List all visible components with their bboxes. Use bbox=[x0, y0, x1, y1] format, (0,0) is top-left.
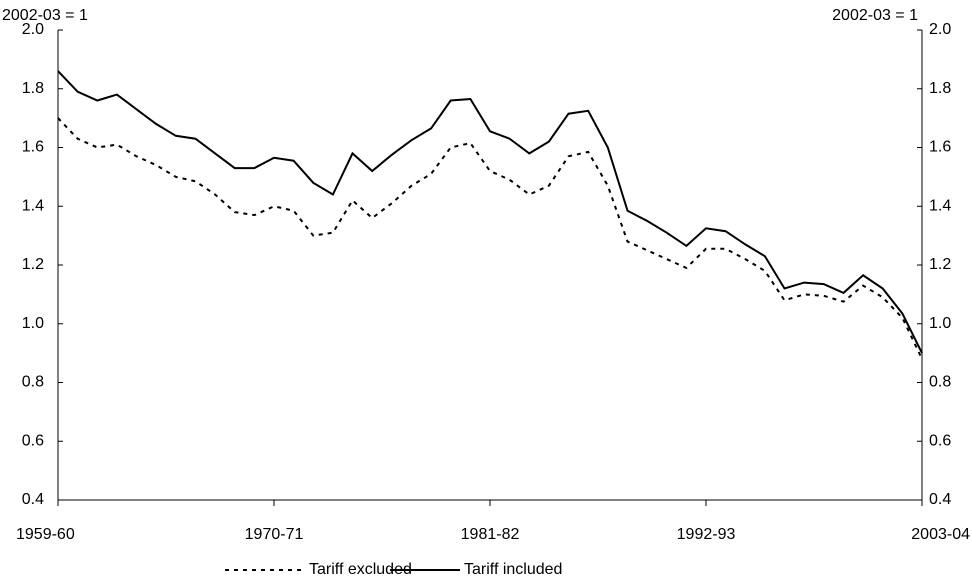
x-tick-label: 1981-82 bbox=[461, 526, 520, 543]
series-line bbox=[57, 117, 923, 360]
legend-label: Tariff included bbox=[464, 561, 562, 578]
y-tick-label: 1.0 bbox=[22, 315, 44, 332]
x-tick-label: 1959-60 bbox=[16, 526, 75, 543]
y-tick-label: 1.6 bbox=[22, 139, 44, 156]
y2-tick-label: 0.4 bbox=[929, 491, 951, 508]
y2-tick-label: 1.2 bbox=[929, 256, 951, 273]
y2-tick-label: 1.8 bbox=[929, 80, 951, 97]
y2-unit-label: 2002-03 = 1 bbox=[832, 7, 918, 24]
y-tick-label: 1.4 bbox=[22, 197, 44, 214]
legend-label: Tariff excluded bbox=[309, 561, 412, 578]
y-tick-label: 0.4 bbox=[22, 491, 44, 508]
x-tick-label: 2003-04 bbox=[911, 526, 970, 543]
y-tick-label: 0.6 bbox=[22, 432, 44, 449]
y-tick-label: 1.2 bbox=[22, 256, 44, 273]
y-tick-label: 1.8 bbox=[22, 80, 44, 97]
y2-tick-label: 1.4 bbox=[929, 197, 951, 214]
y-tick-label: 2.0 bbox=[22, 21, 44, 38]
y2-tick-label: 0.6 bbox=[929, 432, 951, 449]
y2-tick-label: 1.0 bbox=[929, 315, 951, 332]
y-tick-label: 0.8 bbox=[22, 374, 44, 391]
y-unit-label: 2002-03 = 1 bbox=[2, 7, 88, 24]
y2-tick-label: 1.6 bbox=[929, 139, 951, 156]
x-tick-label: 1970-71 bbox=[245, 526, 304, 543]
y2-tick-label: 2.0 bbox=[929, 21, 951, 38]
x-tick-label: 1992-93 bbox=[677, 526, 736, 543]
y2-tick-label: 0.8 bbox=[929, 374, 951, 391]
series-line bbox=[57, 70, 923, 354]
